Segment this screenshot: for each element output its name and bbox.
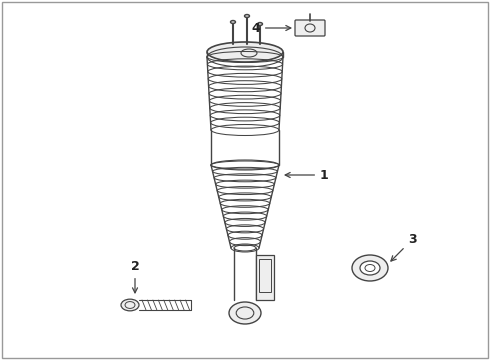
Bar	[256, 255, 274, 300]
Text: 4: 4	[251, 22, 291, 35]
Text: 3: 3	[391, 233, 416, 261]
Text: 1: 1	[285, 168, 329, 181]
Text: 2: 2	[131, 260, 139, 293]
Ellipse shape	[258, 23, 263, 26]
Ellipse shape	[245, 14, 249, 18]
Ellipse shape	[121, 299, 139, 311]
FancyBboxPatch shape	[295, 20, 325, 36]
Ellipse shape	[230, 21, 236, 23]
Ellipse shape	[229, 302, 261, 324]
Ellipse shape	[352, 255, 388, 281]
Bar	[259, 259, 271, 292]
Ellipse shape	[207, 42, 283, 62]
Ellipse shape	[360, 261, 380, 275]
